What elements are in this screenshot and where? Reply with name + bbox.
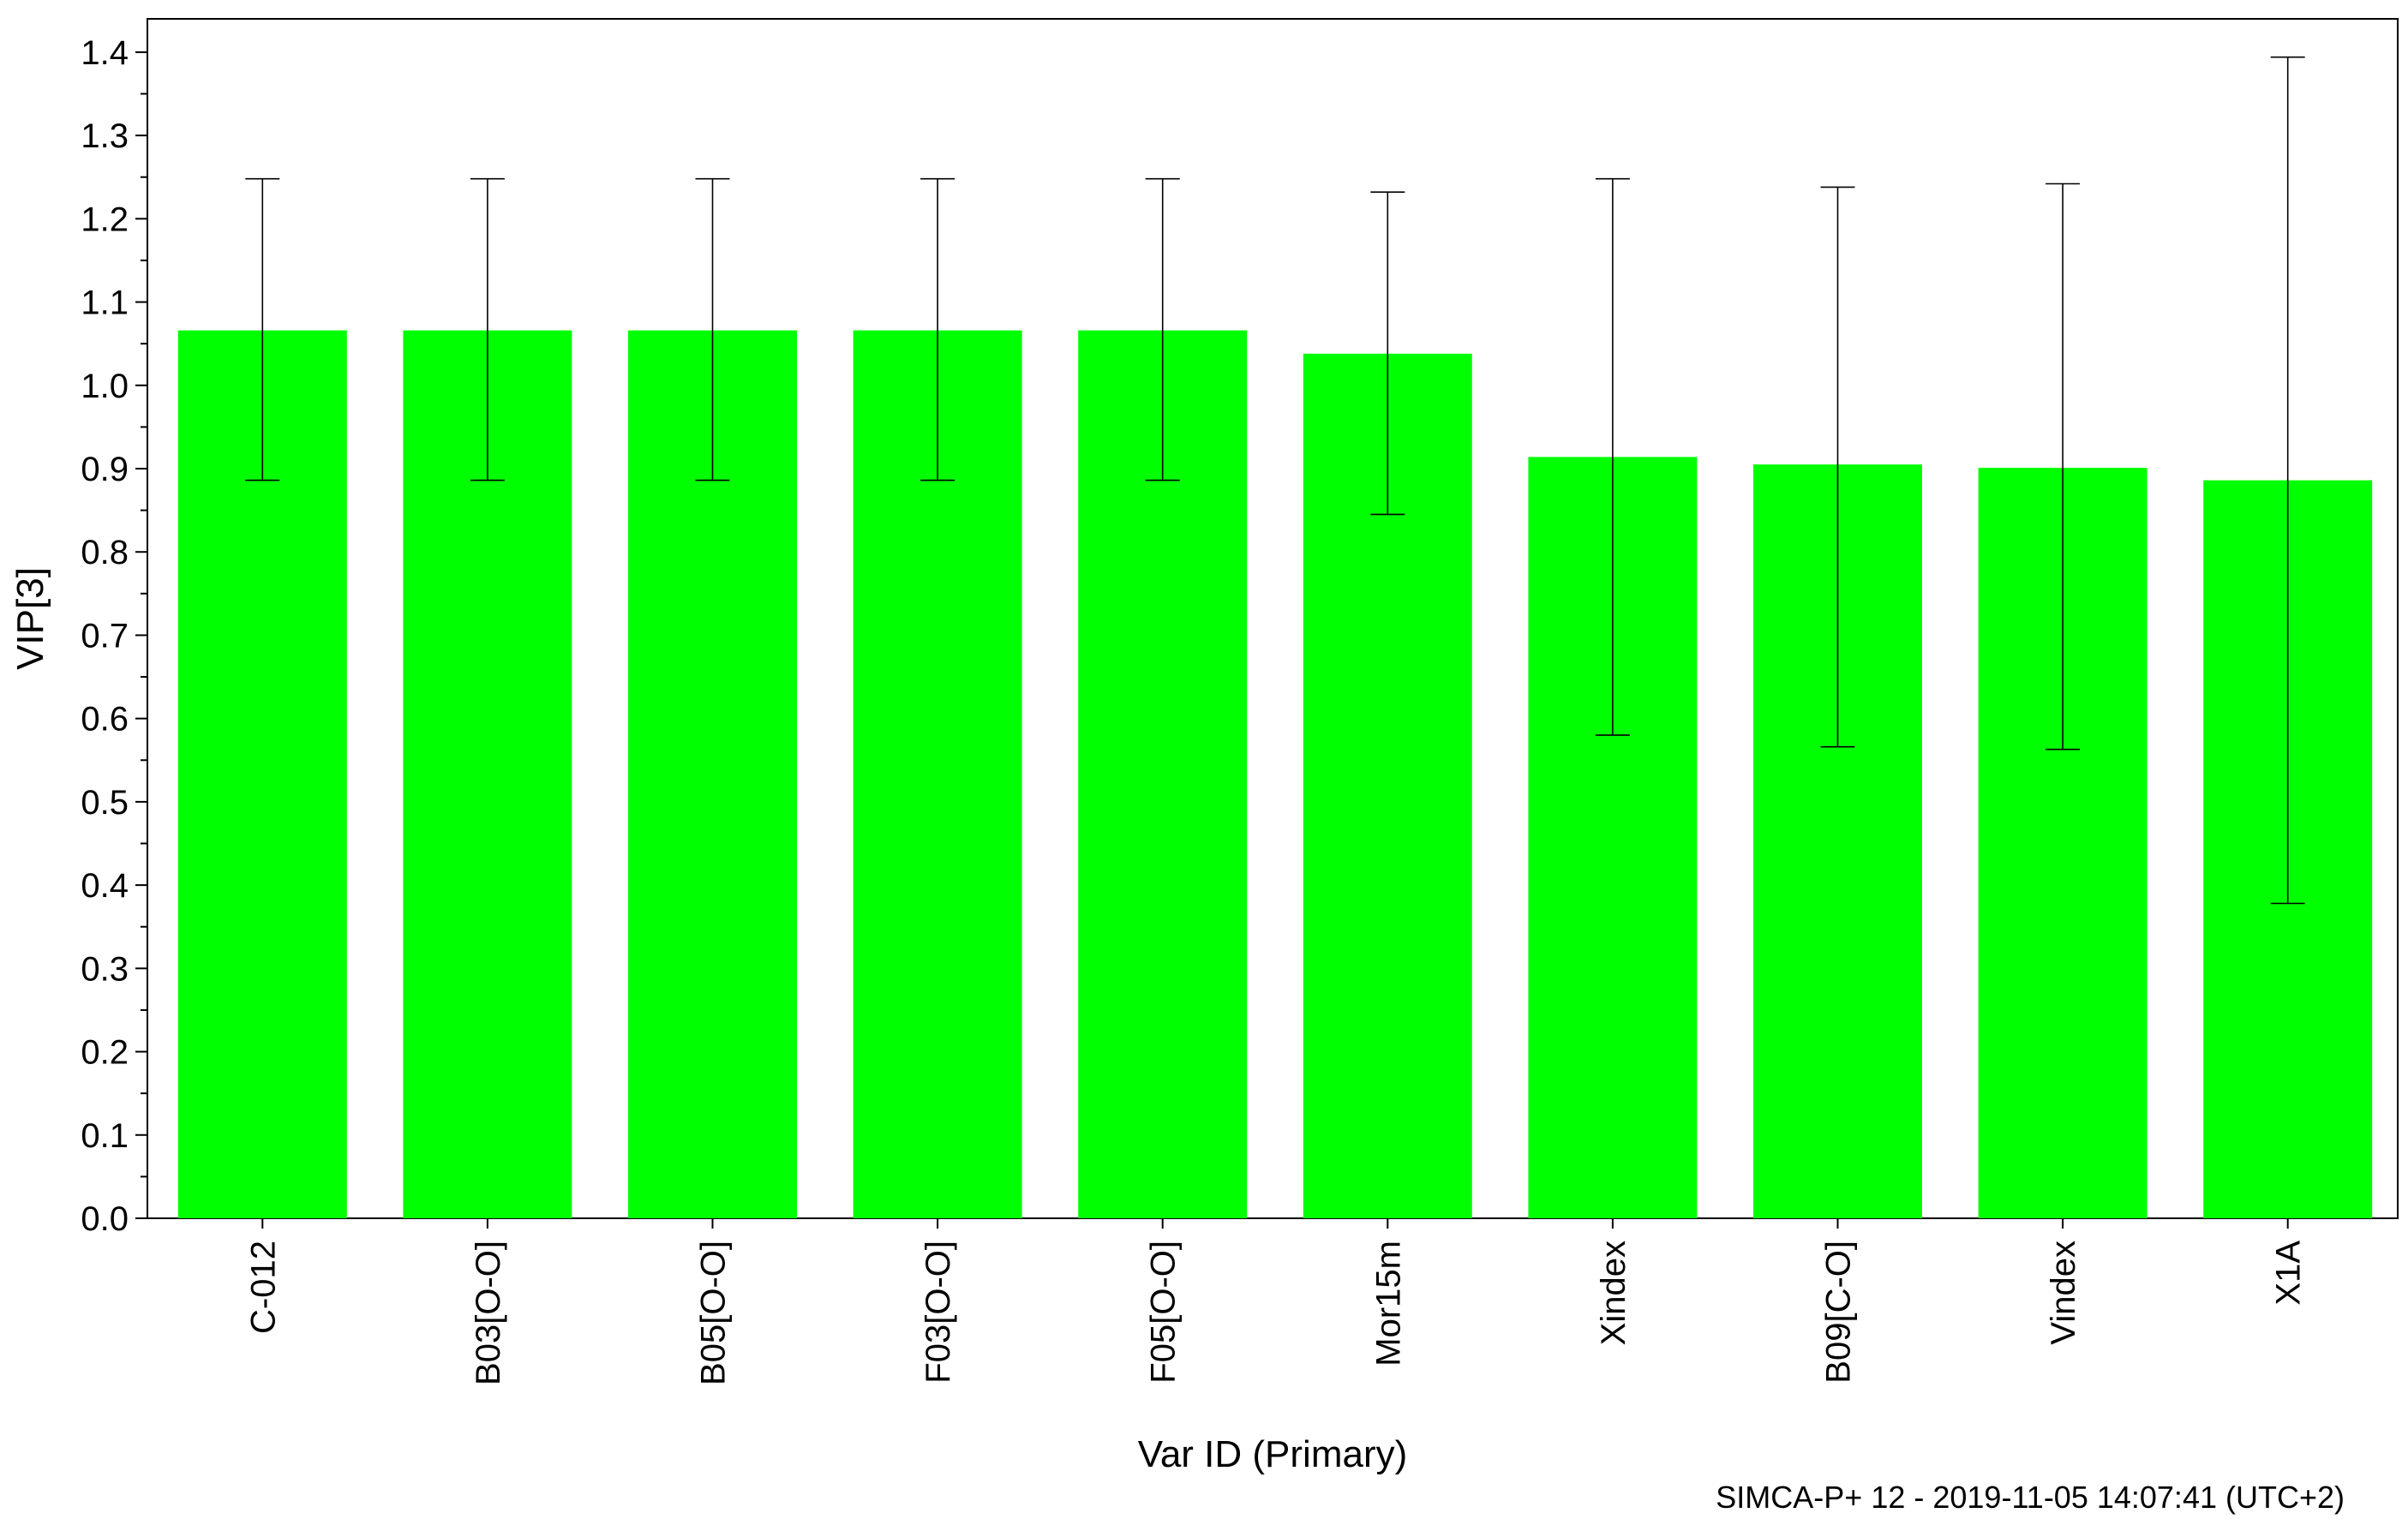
x-tick-label-8: Vindex <box>2045 1241 2082 1345</box>
x-tick-label-2: B05[O-O] <box>695 1241 733 1385</box>
bars-group <box>177 330 2373 1219</box>
x-tick-label-0: C-012 <box>244 1241 282 1334</box>
x-tick-label-6: Xindex <box>1595 1241 1632 1345</box>
x-tick-label-7: B09[C-O] <box>1820 1241 1858 1384</box>
y-tick-label-11: 1.1 <box>81 284 129 322</box>
x-axis-title: Var ID (Primary) <box>1138 1433 1408 1475</box>
y-tick-label-0: 0.0 <box>81 1200 129 1238</box>
x-tick-label-3: F03[O-O] <box>919 1241 957 1384</box>
y-tick-label-8: 0.8 <box>81 534 129 571</box>
y-tick-label-6: 0.6 <box>81 701 129 739</box>
y-tick-label-3: 0.3 <box>81 950 129 988</box>
error-bars-group <box>245 56 2305 905</box>
y-tick-label-13: 1.3 <box>81 117 129 155</box>
y-tick-label-7: 0.7 <box>81 617 129 655</box>
y-axis: 0.0 0.1 0.2 0.3 0.4 0.5 0.6 0.7 0.8 0.9 1.0 1.1 1.2 1… <box>81 34 147 1238</box>
x-tick-label-4: F05[O-O] <box>1145 1241 1183 1384</box>
software-timestamp-footer: SIMCA-P+ 12 - 2019-11-05 14:07:41 (UTC+2… <box>1716 1480 2345 1515</box>
x-tick-label-9: X1A <box>2270 1241 2308 1306</box>
y-tick-label-14: 1.4 <box>81 34 129 72</box>
y-tick-label-10: 1.0 <box>81 368 129 405</box>
y-axis-title: VIP[3] <box>9 567 51 670</box>
x-tick-label-5: Mor15m <box>1369 1241 1407 1367</box>
y-tick-label-5: 0.5 <box>81 784 129 822</box>
x-axis: C-012 B03[O-O] B05[O-O] F03[O-O] F05[O-O] Mor… <box>244 1218 2308 1385</box>
x-tick-label-1: B03[O-O] <box>470 1241 507 1385</box>
y-tick-label-1: 0.1 <box>81 1117 129 1155</box>
y-tick-label-2: 0.2 <box>81 1034 129 1072</box>
y-tick-label-4: 0.4 <box>81 867 129 905</box>
plot-frame <box>147 18 2399 1219</box>
y-tick-label-9: 0.9 <box>81 451 129 488</box>
y-tick-label-12: 1.2 <box>81 200 129 238</box>
